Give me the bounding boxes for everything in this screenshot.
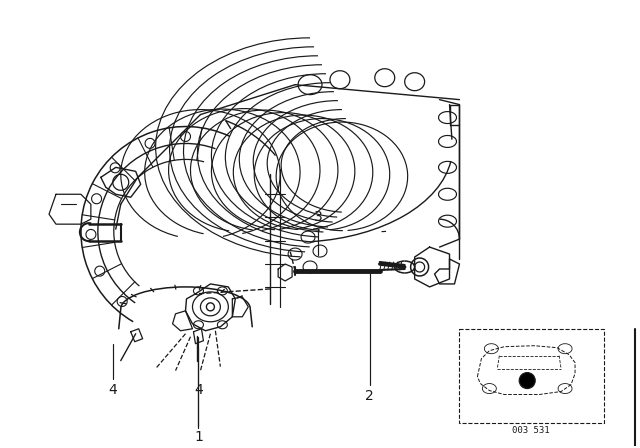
Text: 4: 4 — [108, 383, 117, 396]
Bar — [460, 329, 604, 423]
Text: 2: 2 — [365, 388, 374, 403]
Text: 4: 4 — [194, 383, 203, 396]
Text: 1: 1 — [194, 431, 203, 444]
Text: 3: 3 — [314, 210, 323, 224]
Circle shape — [519, 373, 535, 388]
Text: 003 531: 003 531 — [513, 426, 550, 435]
